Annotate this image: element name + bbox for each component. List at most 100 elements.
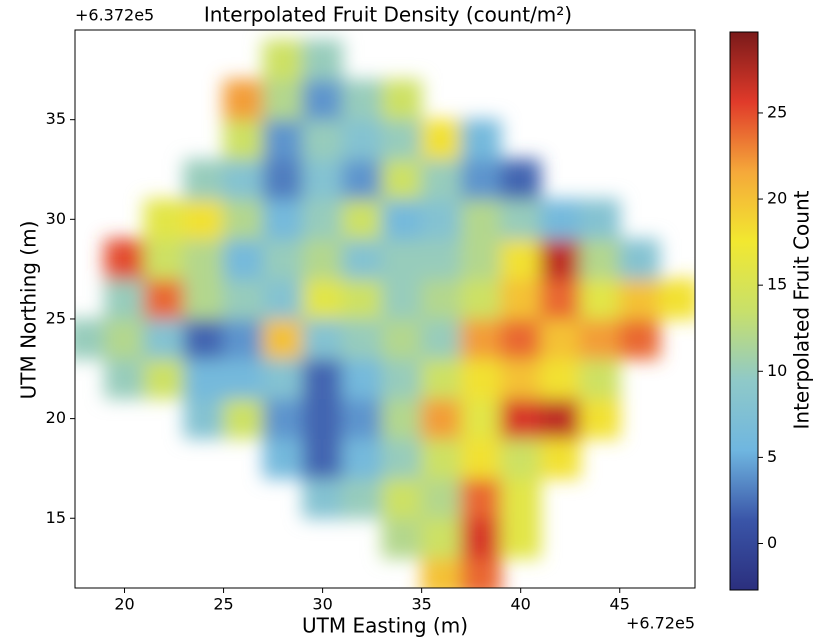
- x-tick-label: 20: [114, 595, 134, 614]
- heatmap-cell: [381, 318, 423, 360]
- heatmap-cell: [500, 358, 541, 400]
- heatmap-cell: [460, 477, 502, 519]
- heatmap-cell: [421, 318, 462, 360]
- heatmap-cell: [302, 198, 343, 240]
- heatmap-cell: [262, 79, 304, 121]
- heatmap-cell: [381, 79, 423, 121]
- heatmap-cell: [619, 318, 660, 360]
- x-offset: +6.72e5: [626, 614, 695, 633]
- y-tick-label: 35: [46, 109, 66, 128]
- heatmap-cell: [183, 398, 225, 440]
- y-tick-label: 25: [46, 308, 66, 327]
- x-tick-label: 30: [312, 595, 332, 614]
- heatmap-cell: [143, 198, 185, 240]
- colorbar-tick-label: 0: [767, 533, 777, 552]
- heatmap-cell: [421, 278, 462, 320]
- axes-frame: [74, 29, 696, 589]
- heatmap-cell: [381, 358, 423, 400]
- heatmap-cell: [302, 398, 343, 440]
- heatmap-cell: [302, 477, 343, 519]
- heatmap-cell: [143, 318, 185, 360]
- heatmap-cell: [302, 358, 343, 400]
- colorbar-tick-label: 10: [767, 361, 787, 380]
- y-tick-label: 15: [46, 508, 66, 527]
- heatmap-cell: [341, 477, 383, 519]
- heatmap-cell: [381, 198, 423, 240]
- heatmap-cell: [579, 318, 621, 360]
- heatmap-cell: [500, 278, 541, 320]
- heatmap-cell: [460, 278, 502, 320]
- heatmap-cell: [341, 318, 383, 360]
- heatmap-cell: [381, 159, 423, 200]
- heatmap-cell: [143, 278, 185, 320]
- heatmap-cell: [579, 358, 621, 400]
- heatmap-cell: [460, 159, 502, 200]
- heatmap-cell: [500, 198, 541, 240]
- heatmap-cell: [223, 119, 264, 161]
- heatmap-cell: [421, 119, 462, 161]
- heatmap-cell: [460, 517, 502, 559]
- heatmap-cell: [104, 318, 145, 360]
- heatmap-cell: [421, 517, 462, 559]
- heatmap-cell: [341, 438, 383, 479]
- heatmap-cell: [341, 198, 383, 240]
- heatmap-cell: [262, 159, 304, 200]
- heatmap-cell: [262, 278, 304, 320]
- heatmap-cell: [104, 278, 145, 320]
- heatmap-cell: [500, 159, 541, 200]
- heatmap-cell: [302, 438, 343, 479]
- heatmap-cell: [421, 477, 462, 519]
- heatmap-cell: [183, 198, 225, 240]
- heatmap-cell: [539, 238, 581, 280]
- heatmap-cell: [381, 278, 423, 320]
- heatmap-cell: [262, 358, 304, 400]
- heatmap-cell: [183, 159, 225, 200]
- heatmap-cell: [183, 278, 225, 320]
- heatmap-cell: [143, 358, 185, 400]
- heatmap-cell: [223, 238, 264, 280]
- heatmap-cell: [381, 477, 423, 519]
- heatmap-cell: [75, 318, 106, 360]
- heatmap-cell: [143, 238, 185, 280]
- heatmap-cell: [579, 278, 621, 320]
- colorbar-tick-label: 25: [767, 102, 787, 121]
- heatmap-cell: [302, 79, 343, 121]
- heatmap-cell: [579, 198, 621, 240]
- heatmap-cell: [500, 477, 541, 519]
- x-tick-label: 40: [511, 595, 531, 614]
- heatmap-cell: [262, 198, 304, 240]
- heatmap-cell: [500, 238, 541, 280]
- heatmap-cell: [658, 278, 695, 320]
- heatmap-cell: [341, 79, 383, 121]
- heatmap-cell: [539, 278, 581, 320]
- heatmap-cell: [302, 159, 343, 200]
- heatmap-cell: [460, 318, 502, 360]
- heatmap-cell: [302, 119, 343, 161]
- colorbar-tick-label: 5: [767, 447, 777, 466]
- heatmap-cell: [183, 358, 225, 400]
- heatmap-cell: [104, 358, 145, 400]
- heatmap-cell: [500, 398, 541, 440]
- heatmap-cell: [619, 278, 660, 320]
- heatmap-cell: [262, 398, 304, 440]
- heatmap-cell: [460, 557, 502, 588]
- heatmap-cell: [223, 318, 264, 360]
- heatmap-cell: [579, 238, 621, 280]
- heatmap-cell: [381, 119, 423, 161]
- heatmap-cell: [500, 438, 541, 479]
- heatmap-cell: [539, 198, 581, 240]
- heatmap-cell: [262, 238, 304, 280]
- heatmap-cell: [262, 119, 304, 161]
- chart-title: Interpolated Fruit Density (count/m²): [204, 3, 572, 27]
- heatmap-cell: [302, 278, 343, 320]
- heatmap-cell: [421, 557, 462, 588]
- heatmap-cell: [341, 398, 383, 440]
- heatmap-cell: [302, 318, 343, 360]
- x-tick-label: 25: [213, 595, 233, 614]
- x-axis-label: UTM Easting (m): [302, 614, 468, 638]
- heatmap-cell: [223, 198, 264, 240]
- heatmap-cell: [421, 238, 462, 280]
- heatmap-cell: [381, 517, 423, 559]
- y-axis-label: UTM Northing (m): [17, 221, 41, 400]
- heatmap-cell: [223, 358, 264, 400]
